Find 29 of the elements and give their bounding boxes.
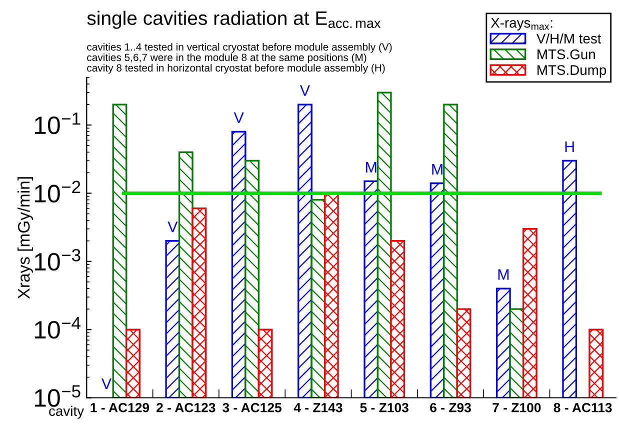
y-tick-label: 10$^{−5}$ — [34, 385, 80, 407]
data-label: M — [432, 164, 442, 175]
data-label: M — [498, 269, 509, 280]
x-axis-title: cavity — [49, 406, 84, 419]
x-tick-label: 7 - Z100 — [492, 402, 541, 412]
chart-title: single cavities radiation at E$_{acc.max}$ — [87, 10, 381, 29]
x-tick-label: 2 - AC123 — [156, 402, 216, 412]
x-tick-label: 5 - Z103 — [360, 402, 408, 412]
x-tick-label: 4 - Z143 — [294, 402, 342, 412]
data-label: M — [366, 162, 376, 172]
chart-subtitle: cavities 1..4 tested in vertical cryostat before module assembly (V) cavities 5,6,7 were in the module 8 at the same positions (M) cavity 8 tested in horizontal cryostat before module assembly (H) — [87, 43, 392, 74]
y-tick-label: 10$^{−4}$ — [34, 317, 81, 339]
legend-label: MTS.Dump — [538, 65, 606, 78]
legend-label: V/H/M test — [536, 33, 602, 44]
text: V — [101, 378, 112, 390]
y-tick-label: 10$^{−1}$ — [34, 112, 80, 134]
x-tick-label: 1 - AC129 — [90, 402, 150, 412]
x-tick-label: 8 - AC113 — [554, 402, 612, 412]
data-label: V — [168, 222, 178, 232]
legend-title: X-rays$_{max}$: — [490, 18, 552, 30]
y-tick-label: 10$^{−3}$ — [34, 248, 80, 271]
legend-label: MTS.Gun — [538, 49, 595, 60]
y-tick-label: 10$^{−2}$ — [34, 180, 80, 202]
x-tick-label: 6 - Z93 — [430, 402, 471, 412]
data-label: V — [234, 112, 244, 123]
data-label: V — [300, 85, 310, 96]
x-tick-label: 3 - AC125 — [222, 402, 282, 412]
y-axis-title: Xrays [mGy/min] — [18, 177, 34, 299]
data-label: H — [565, 141, 574, 152]
